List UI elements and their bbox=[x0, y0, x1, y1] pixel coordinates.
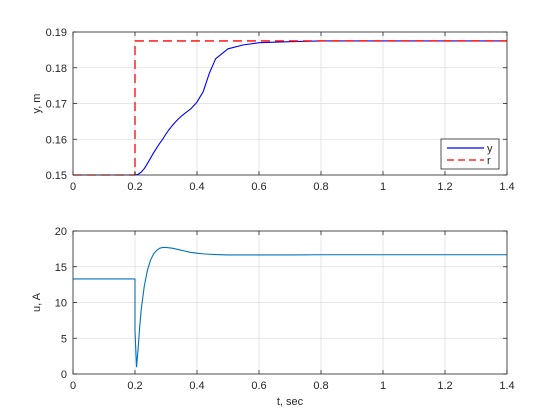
x-tick-label: 0.8 bbox=[313, 380, 328, 392]
legend-label-y: y bbox=[487, 143, 493, 155]
x-tick-label: 0.4 bbox=[189, 380, 204, 392]
y-tick-label: 0.18 bbox=[46, 63, 67, 75]
y-tick-label: 15 bbox=[55, 262, 67, 274]
legend-box bbox=[440, 138, 500, 170]
top-axes: 0 0.2 0.4 0.6 0.8 1 1.2 1.4 0.15 0.16 0.17 0.18 0.19… bbox=[31, 27, 515, 193]
x-tick-label: 0 bbox=[70, 380, 76, 392]
series-line-u0 bbox=[73, 246, 507, 368]
x-tick-label: 0.6 bbox=[251, 181, 266, 193]
x-tick-label: 0.6 bbox=[251, 380, 266, 392]
bottom-axes: 0 0.2 0.4 0.6 0.8 1 1.2 1.4 0 5 10 15 20 u, A t, sec bbox=[31, 226, 515, 408]
x-axis-label: t, sec bbox=[277, 396, 304, 408]
x-tick-label: 0 bbox=[70, 181, 76, 193]
x-tick-label: 0.8 bbox=[313, 181, 328, 193]
y-axis-label: u, A bbox=[31, 292, 43, 312]
y-tick-label: 0.17 bbox=[46, 99, 67, 111]
x-tick-label: 1 bbox=[380, 380, 386, 392]
series-line-y bbox=[73, 40, 507, 176]
legend-label-r: r bbox=[487, 155, 491, 167]
y-tick-label: 0.15 bbox=[46, 170, 67, 182]
y-tick-label: 5 bbox=[61, 333, 67, 345]
y-tick-label: 20 bbox=[55, 226, 67, 238]
x-tick-label: 0.4 bbox=[189, 181, 204, 193]
x-tick-label: 1 bbox=[380, 181, 386, 193]
y-tick-label: 0.19 bbox=[46, 27, 67, 39]
y-tick-label: 10 bbox=[55, 298, 67, 310]
x-tick-label: 1.4 bbox=[499, 380, 514, 392]
legend: yr bbox=[440, 138, 500, 170]
y-tick-label: 0 bbox=[61, 369, 67, 381]
y-tick-label: 0.16 bbox=[46, 134, 67, 146]
x-tick-label: 1.2 bbox=[437, 380, 452, 392]
x-tick-label: 1.2 bbox=[437, 181, 452, 193]
x-tick-label: 1.4 bbox=[499, 181, 514, 193]
x-tick-label: 0.2 bbox=[127, 181, 142, 193]
y-axis-label: y, m bbox=[31, 94, 43, 114]
x-tick-label: 0.2 bbox=[127, 380, 142, 392]
